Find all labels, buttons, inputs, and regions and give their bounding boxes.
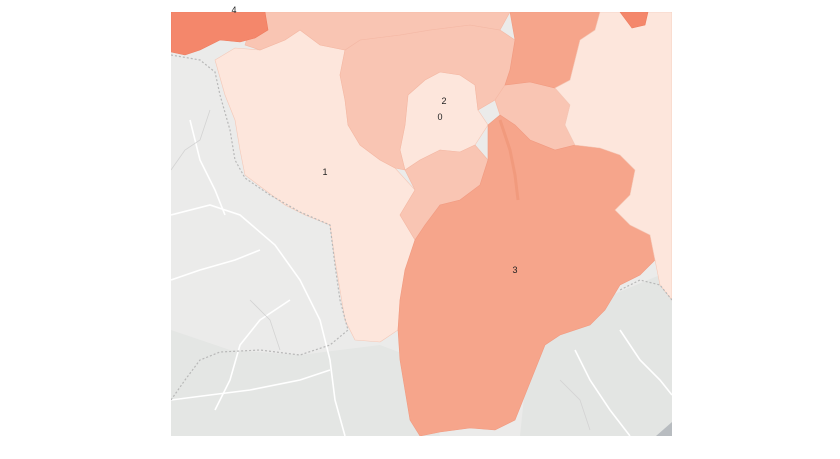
- label-region-4: 4: [231, 5, 236, 15]
- region-light-top[interactable]: [244, 12, 511, 51]
- region-4[interactable]: [171, 12, 269, 56]
- terrain-shade-east: [520, 270, 672, 436]
- map-corner-control[interactable]: [656, 422, 672, 436]
- region-dark-ne[interactable]: [619, 12, 649, 29]
- label-region-3: 3: [512, 265, 517, 275]
- roads: [171, 119, 672, 436]
- admin-border-east: [619, 279, 672, 301]
- terrain-shade: [171, 330, 440, 436]
- label-region-2: 2: [441, 96, 446, 106]
- minor-roads: [171, 109, 591, 431]
- region-lightest-east[interactable]: [554, 12, 672, 301]
- admin-border: [171, 54, 349, 401]
- label-region-0: 0: [437, 112, 442, 122]
- map-layer: [171, 12, 672, 436]
- region-labels: 1 2 0 3 4: [231, 5, 517, 275]
- region-3-interior: [498, 119, 520, 201]
- label-region-1: 1: [322, 167, 327, 177]
